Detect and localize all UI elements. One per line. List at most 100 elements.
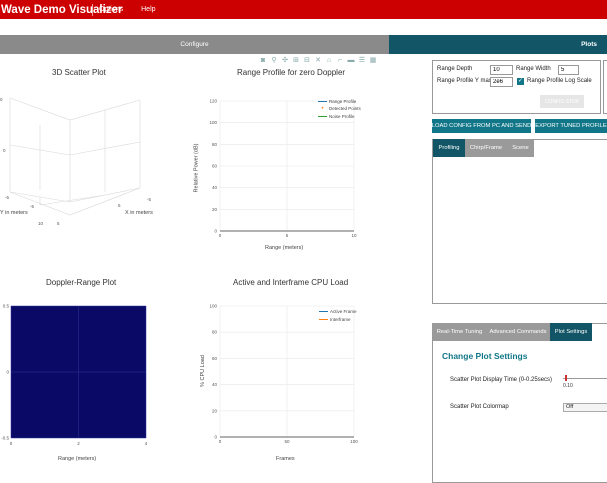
cpu-load-y-label: % CPU Load: [199, 355, 206, 387]
tab-real-time-tuning[interactable]: Real-Time Tuning: [433, 323, 486, 341]
cpu-load-title: Active and Interframe CPU Load: [233, 278, 349, 287]
config-stop-button[interactable]: CONFIG STOP: [540, 95, 584, 108]
range-width-label: Range Width: [516, 66, 551, 72]
tab-scene[interactable]: Scene: [507, 139, 534, 157]
menu-help[interactable]: Help: [141, 6, 156, 13]
doppler-range-x-label: Range (meters): [58, 456, 97, 462]
y-tick-label: 60: [212, 164, 218, 169]
y-tick-label: 100: [209, 120, 217, 125]
legend-item[interactable]: Active Frame: [319, 309, 357, 314]
app-header: Wave Demo Visualizer Options Help: [0, 0, 607, 19]
legend-swatch: •: [321, 105, 324, 112]
range-profile-ymax-input[interactable]: [490, 77, 513, 87]
zoom-out-icon[interactable]: ⊟: [304, 57, 310, 64]
scatter-time-slider-thumb[interactable]: [565, 375, 567, 381]
range-settings-panel: Range Depth Range Width Range Profile Y …: [432, 60, 601, 114]
cpu-load-plot[interactable]: 0 20 40 60 80 100 0 50 100: [198, 300, 368, 450]
tab-plots[interactable]: Plots: [389, 35, 607, 54]
log-scale-checkbox[interactable]: ✓: [517, 78, 524, 85]
legend-label: Interframe: [330, 317, 351, 322]
scatter-time-value: 0.10: [563, 383, 573, 389]
autoscale-icon[interactable]: ✕: [315, 57, 321, 64]
colormap-select[interactable]: Off: [563, 403, 607, 412]
tab-profiling[interactable]: Profiling: [433, 139, 465, 157]
range-width-input[interactable]: [558, 65, 579, 75]
legend-swatch: [319, 319, 328, 320]
x-tick-label: 10: [351, 233, 357, 238]
scatter3d-tick: -5: [147, 197, 152, 202]
scatter-time-slider-track[interactable]: [563, 378, 607, 379]
y-tick-label: 20: [212, 408, 218, 413]
range-profile-ymax-label: Range Profile Y max: [437, 78, 492, 84]
legend-swatch: [318, 116, 327, 117]
pan-icon[interactable]: ✣: [282, 57, 288, 64]
plotly-logo-icon[interactable]: ▦: [369, 57, 377, 64]
range-profile-title: Range Profile for zero Doppler: [237, 68, 346, 77]
tab-plot-settings[interactable]: Plot Settings: [550, 323, 592, 341]
scatter3d-tick: 5: [57, 221, 60, 226]
doppler-range-plot[interactable]: 0.50-0.50246: [0, 300, 160, 455]
range-depth-input[interactable]: [490, 65, 513, 75]
legend-label: Range Profile: [329, 99, 357, 104]
x-tick-label: 100: [350, 439, 358, 444]
load-config-button[interactable]: LOAD CONFIG FROM PC AND SEND: [432, 119, 531, 133]
reset-axes-icon[interactable]: ⌂: [326, 56, 332, 64]
export-tuned-profile-button[interactable]: EXPORT TUNED PROFILE: [535, 119, 607, 133]
x-tick-label: 2: [77, 441, 80, 446]
legend-label: Active Frame: [330, 309, 357, 314]
y-tick-label: 40: [212, 382, 218, 387]
y-tick-label: 20: [212, 207, 218, 212]
legend-item[interactable]: Noise Profile: [318, 114, 355, 119]
plot-toolbar: ◙ ⚲ ✣ ⊞ ⊟ ✕ ⌂ ⌐ ▬ ☰ ▦: [259, 56, 377, 65]
x-tick-label: 5: [286, 233, 289, 238]
legend-item[interactable]: Interframe: [319, 317, 351, 322]
scatter3d-tick: 5: [118, 203, 121, 208]
y-tick-label: 0.5: [3, 304, 10, 309]
range-depth-label: Range Depth: [437, 66, 473, 72]
side-panel-edge: [603, 60, 607, 114]
y-tick-label: 60: [212, 356, 218, 361]
hover-compare-icon[interactable]: ☰: [358, 57, 366, 64]
plot-settings-heading: Change Plot Settings: [442, 351, 528, 361]
menu-options[interactable]: Options: [99, 6, 124, 13]
scatter3d-plot[interactable]: [0, 80, 170, 230]
y-tick-label: -0.5: [1, 436, 9, 441]
range-profile-x-label: Range (meters): [265, 245, 304, 251]
app-title: Wave Demo Visualizer: [1, 3, 123, 16]
tab-chirp-frame[interactable]: Chirp/Frame: [465, 139, 507, 157]
scatter3d-title: 3D Scatter Plot: [52, 68, 106, 77]
zoom-in-icon[interactable]: ⊞: [293, 57, 299, 64]
scatter3d-tick: -5: [5, 195, 10, 200]
profiling-panel: [432, 139, 607, 304]
zoom-icon[interactable]: ⚲: [271, 57, 277, 64]
hover-closest-icon[interactable]: ▬: [347, 56, 355, 64]
scatter3d-tick: -5: [30, 204, 35, 209]
legend-swatch: [318, 101, 327, 102]
scatter3d-y-label: Y in meters: [0, 210, 28, 216]
camera-icon[interactable]: ◙: [260, 56, 266, 64]
scatter3d-tick: 10: [38, 221, 44, 226]
x-tick-label: 0: [219, 233, 222, 238]
range-profile-y-label: Relative Power (dB): [193, 143, 200, 193]
spike-lines-icon[interactable]: ⌐: [337, 56, 343, 64]
doppler-range-title: Doppler-Range Plot: [46, 278, 117, 287]
x-tick-label: 0: [10, 441, 13, 446]
y-tick-label: 80: [212, 142, 218, 147]
colormap-label: Scatter Plot Colormap: [450, 404, 509, 410]
x-tick-label: 0: [219, 439, 222, 444]
scatter3d-tick: 0: [3, 148, 6, 153]
cpu-load-x-label: Frames: [276, 456, 295, 462]
tab-configure[interactable]: Configure: [0, 35, 389, 54]
y-tick-label: 0: [214, 435, 217, 440]
scatter-time-label: Scatter Plot Display Time (0-0.25secs): [450, 377, 553, 383]
x-tick-label: 50: [284, 439, 290, 444]
menu-divider: [92, 3, 93, 16]
tab-advanced-commands[interactable]: Advanced Commands: [486, 323, 550, 341]
log-scale-label: Range Profile Log Scale: [527, 78, 592, 84]
range-profile-plot[interactable]: 0 20 40 60 80 100 120 0 5 10: [198, 92, 368, 252]
legend-label: Noise Profile: [329, 114, 355, 119]
legend-item[interactable]: • Detected Points: [318, 105, 360, 112]
y-tick-label: 120: [209, 99, 217, 104]
legend-item[interactable]: Range Profile: [318, 99, 356, 104]
scatter3d-x-label: X in meters: [125, 210, 153, 216]
